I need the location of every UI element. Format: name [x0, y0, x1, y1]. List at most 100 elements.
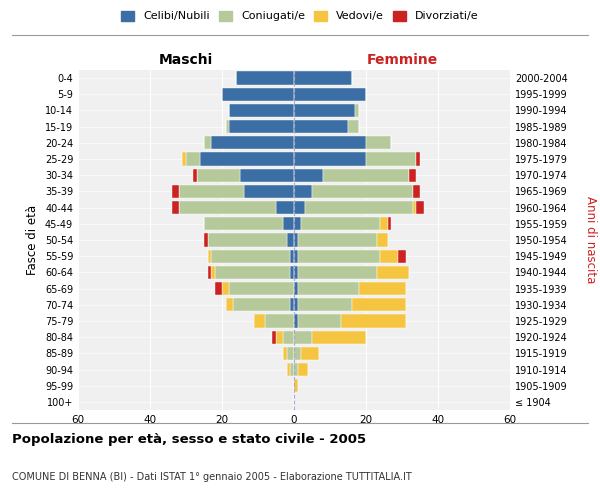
Bar: [398, 250, 406, 263]
Bar: [204, 234, 208, 246]
Bar: [200, 152, 294, 166]
Bar: [287, 346, 294, 360]
Bar: [294, 363, 298, 376]
Bar: [341, 314, 406, 328]
Bar: [298, 266, 377, 279]
Y-axis label: Anni di nascita: Anni di nascita: [584, 196, 598, 284]
Bar: [294, 168, 323, 182]
Bar: [352, 298, 406, 312]
Bar: [294, 282, 298, 295]
Bar: [283, 217, 294, 230]
Bar: [211, 250, 290, 263]
Text: Maschi: Maschi: [159, 53, 213, 67]
Bar: [413, 201, 416, 214]
Bar: [380, 250, 398, 263]
Legend: Celibi/Nubili, Coniugati/e, Vedovi/e, Divorziati/e: Celibi/Nubili, Coniugati/e, Vedovi/e, Di…: [121, 10, 479, 22]
Bar: [236, 72, 294, 85]
Bar: [233, 298, 290, 312]
Bar: [294, 136, 366, 149]
Bar: [179, 185, 244, 198]
Bar: [240, 168, 294, 182]
Bar: [197, 168, 240, 182]
Bar: [215, 282, 222, 295]
Bar: [294, 217, 301, 230]
Bar: [298, 234, 377, 246]
Bar: [416, 152, 420, 166]
Bar: [294, 314, 298, 328]
Bar: [294, 72, 352, 85]
Bar: [244, 185, 294, 198]
Bar: [276, 201, 294, 214]
Bar: [294, 185, 312, 198]
Bar: [294, 152, 366, 166]
Bar: [294, 104, 355, 117]
Bar: [186, 152, 200, 166]
Y-axis label: Fasce di età: Fasce di età: [26, 205, 39, 275]
Bar: [298, 282, 359, 295]
Bar: [298, 314, 341, 328]
Text: COMUNE DI BENNA (BI) - Dati ISTAT 1° gennaio 2005 - Elaborazione TUTTITALIA.IT: COMUNE DI BENNA (BI) - Dati ISTAT 1° gen…: [12, 472, 412, 482]
Bar: [254, 314, 265, 328]
Bar: [294, 234, 298, 246]
Bar: [222, 88, 294, 101]
Bar: [294, 346, 301, 360]
Bar: [409, 168, 416, 182]
Bar: [283, 330, 294, 344]
Text: Popolazione per età, sesso e stato civile - 2005: Popolazione per età, sesso e stato civil…: [12, 432, 366, 446]
Bar: [294, 120, 348, 134]
Bar: [348, 120, 359, 134]
Bar: [301, 217, 380, 230]
Bar: [229, 104, 294, 117]
Bar: [290, 266, 294, 279]
Bar: [276, 330, 283, 344]
Bar: [272, 330, 276, 344]
Bar: [290, 250, 294, 263]
Bar: [294, 266, 298, 279]
Bar: [211, 266, 215, 279]
Bar: [355, 104, 359, 117]
Text: Femmine: Femmine: [367, 53, 437, 67]
Bar: [208, 266, 211, 279]
Bar: [222, 282, 229, 295]
Bar: [298, 298, 352, 312]
Bar: [208, 234, 287, 246]
Bar: [215, 266, 290, 279]
Bar: [413, 185, 420, 198]
Bar: [211, 136, 294, 149]
Bar: [208, 250, 211, 263]
Bar: [377, 266, 409, 279]
Bar: [287, 234, 294, 246]
Bar: [312, 330, 366, 344]
Bar: [172, 201, 179, 214]
Bar: [265, 314, 294, 328]
Bar: [226, 120, 229, 134]
Bar: [229, 282, 294, 295]
Bar: [290, 298, 294, 312]
Bar: [179, 201, 276, 214]
Bar: [298, 363, 308, 376]
Bar: [294, 250, 298, 263]
Bar: [416, 201, 424, 214]
Bar: [388, 217, 391, 230]
Bar: [290, 363, 294, 376]
Bar: [226, 298, 233, 312]
Bar: [204, 136, 211, 149]
Bar: [366, 152, 416, 166]
Bar: [172, 185, 179, 198]
Bar: [312, 185, 413, 198]
Bar: [294, 88, 366, 101]
Bar: [380, 217, 388, 230]
Bar: [193, 168, 197, 182]
Bar: [323, 168, 409, 182]
Bar: [294, 201, 305, 214]
Bar: [366, 136, 391, 149]
Bar: [377, 234, 388, 246]
Bar: [301, 346, 319, 360]
Bar: [359, 282, 406, 295]
Bar: [298, 250, 380, 263]
Bar: [283, 346, 287, 360]
Bar: [294, 330, 312, 344]
Bar: [287, 363, 290, 376]
Bar: [294, 379, 298, 392]
Bar: [294, 298, 298, 312]
